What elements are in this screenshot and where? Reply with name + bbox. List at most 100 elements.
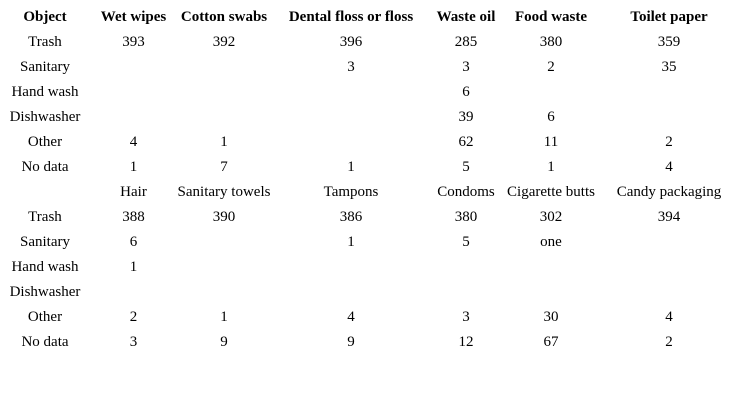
table-cell: 1 [347, 159, 355, 175]
table-row: No data 1 7 1 5 1 4 [0, 155, 737, 180]
table-cell: 3 [347, 59, 355, 75]
table-cell [271, 280, 431, 305]
table-cell: 7 [220, 159, 228, 175]
table-cell: 4 [347, 309, 355, 325]
table-cell [90, 55, 177, 80]
column-header: Object [23, 9, 67, 25]
table-cell [177, 255, 271, 280]
table-cell: 390 [212, 209, 236, 225]
table-cell [177, 280, 271, 305]
table-cell [271, 105, 431, 130]
table-cell: 380 [454, 209, 478, 225]
table-cell [90, 280, 177, 305]
row-label: No data [21, 334, 69, 350]
table-cell: one [540, 234, 562, 250]
table-row: Dishwasher 39 6 [0, 105, 737, 130]
table-cell: 2 [129, 309, 138, 325]
column-header [0, 180, 90, 205]
table-cell: 380 [539, 34, 563, 50]
table-cell: 2 [547, 59, 555, 75]
table-cell [271, 130, 431, 155]
table-cell: 285 [454, 34, 478, 50]
table-cell: 9 [220, 334, 228, 350]
row-label: Trash [28, 34, 62, 50]
table-cell: 30 [543, 309, 559, 325]
table-cell: 3 [462, 59, 470, 75]
table-row: Sanitary 3 3 2 35 [0, 55, 737, 80]
table-cell [177, 55, 271, 80]
column-header: Wet wipes [100, 9, 167, 25]
waste-disposal-table: Object Wet wipes Cotton swabs Dental floss … [0, 5, 737, 355]
table-cell [177, 80, 271, 105]
table-row: Other 2 1 4 3 30 4 [0, 305, 737, 330]
table-cell [601, 80, 737, 105]
table-cell [90, 80, 177, 105]
table-cell: 4 [665, 309, 673, 325]
table-cell: 302 [539, 209, 563, 225]
table-cell: 5 [462, 234, 470, 250]
table-cell: 4 [665, 159, 673, 175]
column-header: Tampons [323, 184, 379, 200]
table-cell [177, 230, 271, 255]
table-cell: 5 [462, 159, 470, 175]
column-header-row: Hair Sanitary towels Tampons Condoms Cigaret… [0, 180, 737, 205]
table-cell: 35 [661, 59, 677, 75]
table-cell: 394 [657, 209, 681, 225]
row-label: Hand wash [11, 84, 79, 100]
page: { "page": { "background": "#ffffff", "te… [0, 5, 737, 414]
table-cell: 3 [129, 334, 138, 350]
table-cell [601, 230, 737, 255]
table-cell [271, 255, 431, 280]
table-cell: 1 [347, 234, 355, 250]
column-header: Dental floss or floss [288, 9, 414, 25]
table-row: Hand wash 6 [0, 80, 737, 105]
column-header: Cotton swabs [180, 9, 268, 25]
table-cell: 2 [665, 334, 673, 350]
table-cell: 2 [665, 134, 673, 150]
column-header: Waste oil [436, 9, 496, 25]
table-cell: 393 [122, 34, 145, 50]
table-row: Sanitary 6 1 5 one [0, 230, 737, 255]
table-cell: 6 [547, 109, 555, 125]
table-cell: 1 [129, 259, 138, 275]
table-cell [501, 280, 601, 305]
table-row: Hand wash 1 [0, 255, 737, 280]
table-cell [601, 280, 737, 305]
row-label: Hand wash [11, 259, 79, 275]
row-label: Sanitary [20, 59, 70, 75]
table-cell [431, 255, 501, 280]
row-label: No data [21, 159, 69, 175]
table-cell [601, 255, 737, 280]
table-body: Object Wet wipes Cotton swabs Dental floss … [0, 5, 737, 355]
column-header: Candy packaging [616, 184, 722, 200]
column-header: Condoms [437, 184, 495, 200]
table-cell: 359 [657, 34, 681, 50]
table-cell [177, 105, 271, 130]
table-cell [601, 105, 737, 130]
table-cell: 396 [339, 34, 363, 50]
column-header: Toilet paper [630, 9, 708, 25]
table-cell: 1 [547, 159, 555, 175]
table-row: Dishwasher [0, 280, 737, 305]
table-cell: 1 [129, 159, 138, 175]
table-cell: 67 [543, 334, 559, 350]
table-cell: 11 [543, 134, 559, 150]
table-cell: 1 [220, 309, 228, 325]
table-cell [90, 105, 177, 130]
table-cell: 4 [129, 134, 138, 150]
table-cell [271, 80, 431, 105]
table-row: Other 4 1 62 11 2 [0, 130, 737, 155]
table-cell [431, 280, 501, 305]
table-cell: 12 [458, 334, 474, 350]
table-cell: 6 [462, 84, 470, 100]
table-cell [501, 80, 601, 105]
table-cell: 3 [462, 309, 470, 325]
table-cell: 62 [458, 134, 474, 150]
column-header: Food waste [514, 9, 588, 25]
table-cell: 386 [339, 209, 363, 225]
table-cell [501, 255, 601, 280]
row-label: Trash [28, 209, 62, 225]
column-header: Sanitary towels [177, 184, 271, 200]
table-cell: 392 [212, 34, 236, 50]
column-header: Cigarette butts [507, 184, 595, 200]
